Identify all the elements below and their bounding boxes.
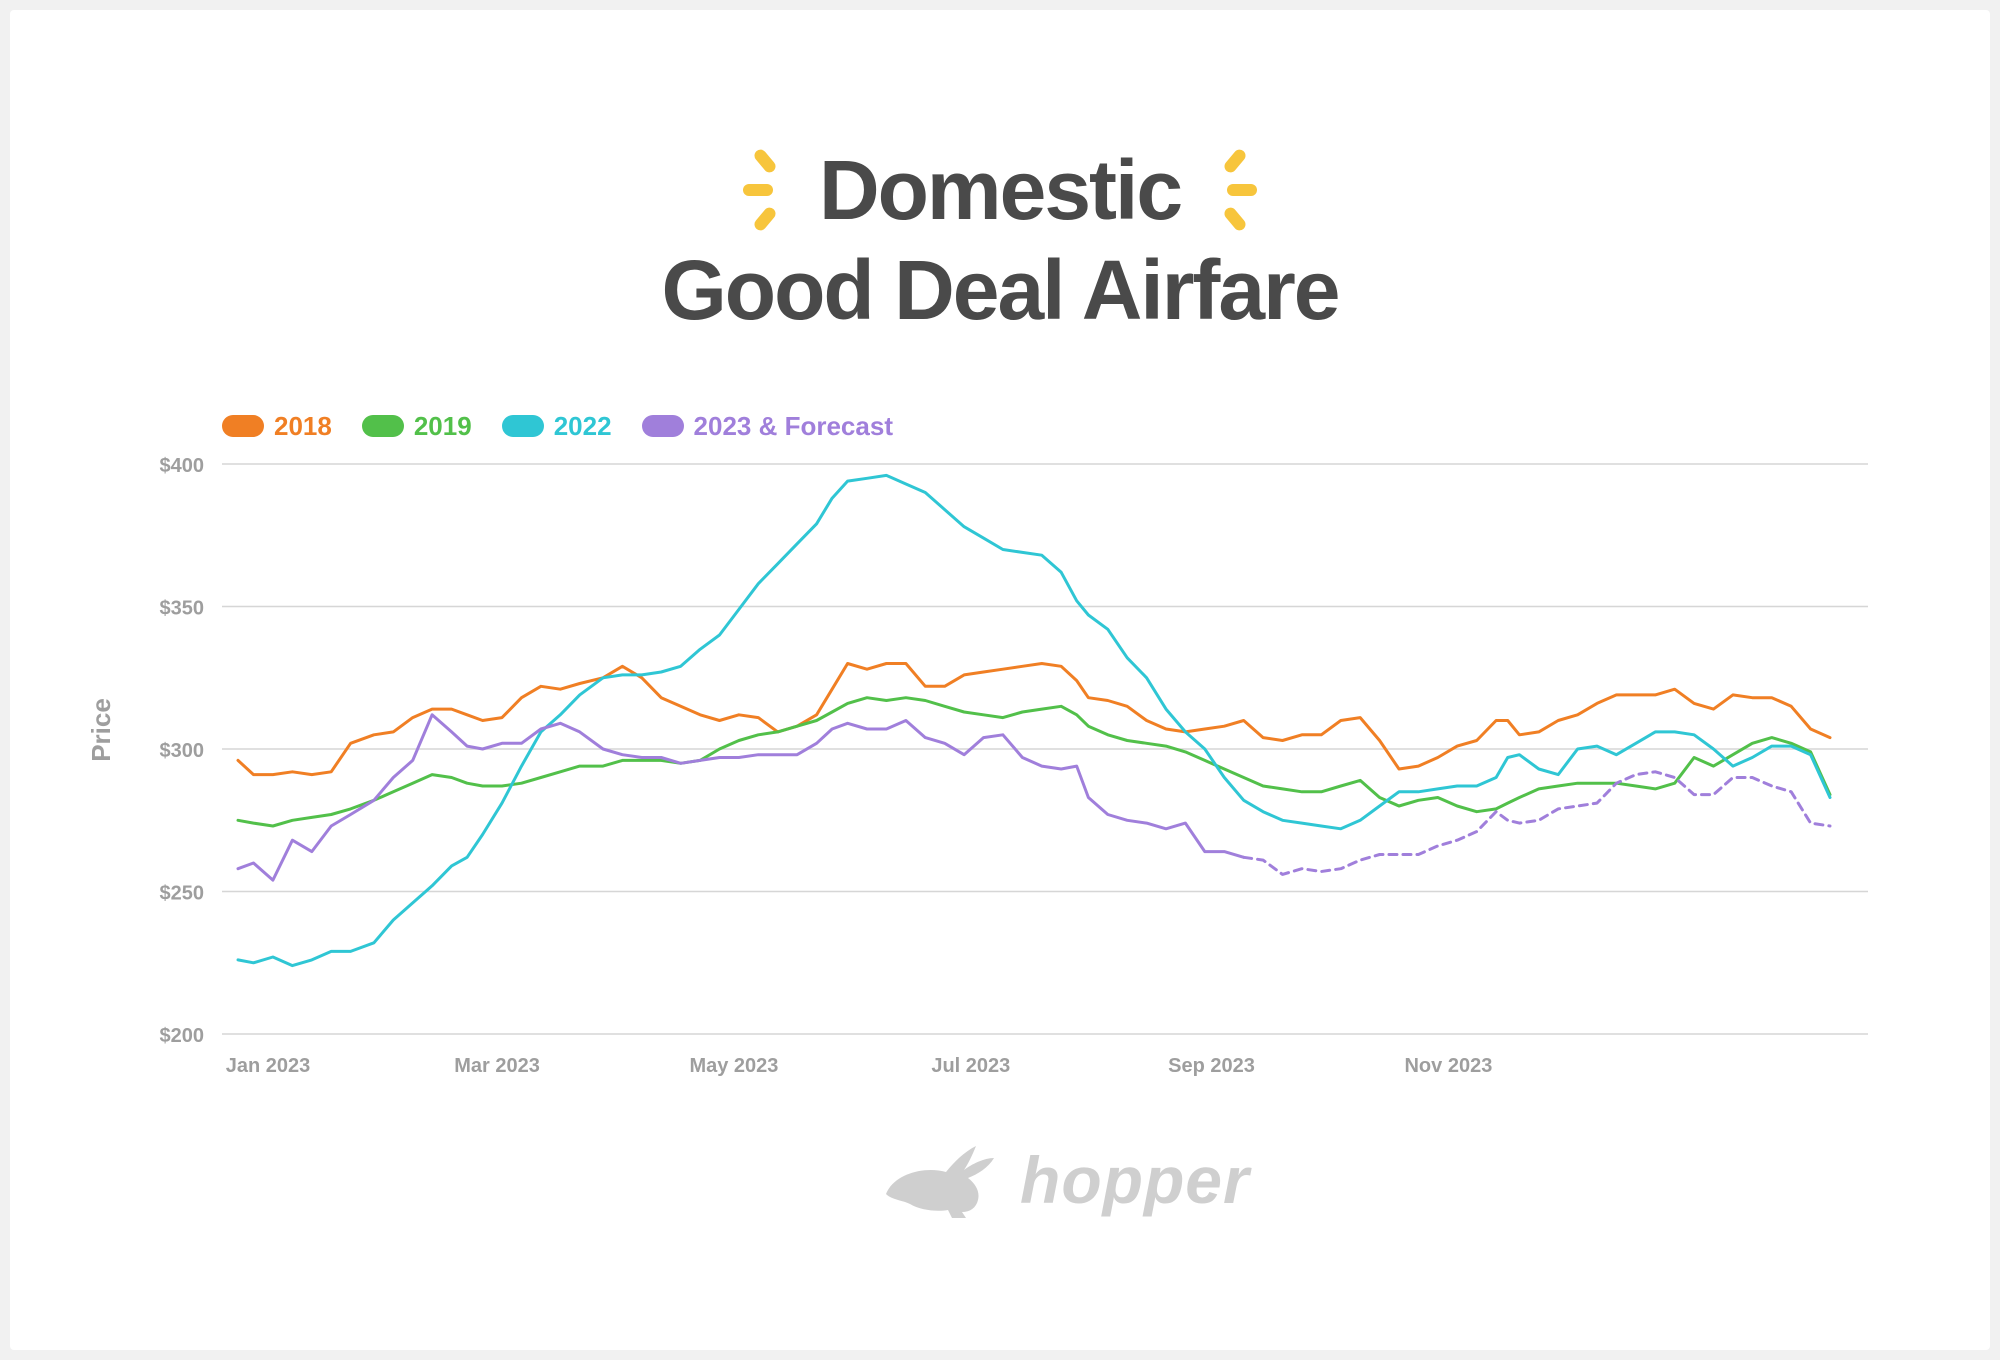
- legend-label: 2023 & Forecast: [693, 410, 893, 441]
- legend-swatch: [361, 415, 404, 437]
- series-line-2023-forecast: [236, 713, 1246, 882]
- legend-item: 2022: [501, 410, 612, 442]
- legend-swatch: [222, 415, 264, 437]
- legend-item: 2019: [361, 410, 472, 442]
- legend-item: 2018: [222, 411, 332, 442]
- legend-label: 2019: [413, 410, 472, 441]
- y-tick-label: $200: [160, 1025, 205, 1047]
- legend-swatch: [501, 415, 544, 437]
- rabbit-logo-icon: [886, 1146, 994, 1218]
- legend-swatch: [641, 415, 684, 437]
- y-tick-label: $250: [160, 883, 205, 905]
- sparkle-right-icon: [1224, 149, 1258, 231]
- title-line-2: Good Deal Airfare: [661, 243, 1340, 337]
- hopper-logo: hopper: [880, 1140, 1250, 1220]
- series-line-2018: [236, 662, 1832, 777]
- x-tick-label: Jan 2023: [226, 1055, 311, 1077]
- legend-item: 2023 & Forecast: [641, 410, 893, 442]
- y-tick-label: $350: [160, 598, 205, 620]
- logo-wordmark: hopper: [1020, 1143, 1250, 1217]
- legend-label: 2018: [274, 410, 332, 441]
- sparkle-left-icon: [742, 149, 776, 231]
- y-axis-label: Price: [86, 698, 116, 762]
- chart-card: [10, 10, 1990, 1350]
- legend: 2018 2019 2022 2023 & Forecast: [222, 406, 893, 446]
- x-tick-label: Nov 2023: [1404, 1055, 1492, 1077]
- x-tick-label: Mar 2023: [454, 1055, 540, 1077]
- title-line-1: Domestic: [818, 143, 1183, 237]
- x-tick-label: Jul 2023: [931, 1055, 1010, 1077]
- series-line-2022: [236, 473, 1832, 968]
- series-line-2019: [236, 696, 1832, 828]
- x-tick-label: May 2023: [689, 1055, 778, 1077]
- y-tick-label: $300: [160, 740, 205, 762]
- chart-title: Domestic Good Deal Airfare: [0, 140, 2000, 340]
- legend-label: 2022: [553, 410, 612, 441]
- x-tick-label: Sep 2023: [1168, 1055, 1255, 1077]
- y-tick-label: $400: [160, 455, 205, 477]
- series-line-forecast: [1242, 770, 1832, 876]
